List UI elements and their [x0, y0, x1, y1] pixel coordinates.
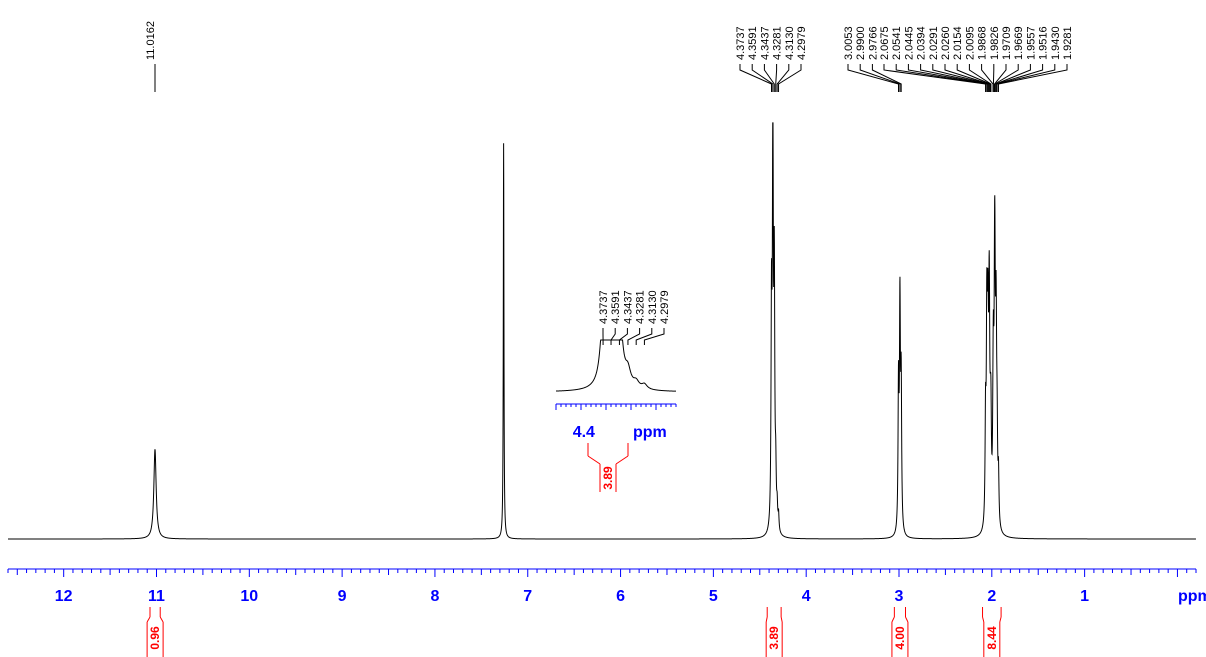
peak-label-connector — [763, 64, 775, 92]
x-tick-label: 1 — [1080, 588, 1089, 605]
inset-integral-value: 3.89 — [601, 466, 615, 490]
peak-label: 2.0394 — [916, 26, 928, 60]
x-tick-label: 6 — [616, 588, 625, 605]
x-tick-label: 7 — [523, 588, 532, 605]
peak-label: 2.0260 — [940, 26, 952, 60]
inset-peak-label: 4.3130 — [647, 290, 659, 324]
peak-label-connector — [968, 64, 992, 92]
peak-label-connector — [997, 64, 1068, 92]
inset-expansion: 4.4 ppm 4.3737 4.3591 4.3437 4.3281 4.3130 4.29… — [555, 290, 677, 492]
peak-label: 2.0095 — [964, 26, 976, 60]
peak-label: 2.9766 — [867, 26, 879, 60]
integral-bracket — [146, 607, 164, 657]
inset-x-axis-title: ppm — [633, 424, 667, 441]
inset-peak-label-connector — [635, 328, 653, 345]
inset-peak-label-connector — [610, 328, 616, 345]
peak-label: 4.2979 — [796, 26, 808, 60]
peak-label: 1.9709 — [1001, 26, 1013, 60]
peak-label: 1.9826 — [989, 26, 1001, 60]
peak-label-connector — [778, 64, 802, 92]
x-tick-label: 10 — [240, 588, 258, 605]
x-tick-label: 5 — [709, 588, 718, 605]
integral-value: 8.44 — [985, 626, 999, 650]
inset-spectrum-line — [555, 339, 676, 392]
peak-label: 3.0053 — [843, 26, 855, 60]
integral-bracket — [765, 607, 783, 657]
peak-label: 4.3737 — [735, 26, 747, 60]
main-spectrum-plot — [8, 122, 1196, 540]
inset-integral-bracket — [587, 443, 629, 492]
peak-label-connector — [994, 64, 1019, 92]
inset-peak-label: 4.3281 — [635, 290, 647, 324]
x-tick-label: 3 — [895, 588, 904, 605]
peak-label: 2.0445 — [903, 26, 915, 60]
peak-label-connector — [995, 64, 1044, 92]
integral-value: 3.89 — [767, 626, 781, 650]
inset-peak-label-connector — [618, 328, 628, 345]
peak-label: 1.9868 — [977, 26, 989, 60]
peak-label-connector — [895, 64, 988, 92]
x-tick-label: 4 — [802, 588, 811, 605]
peak-label: 4.3130 — [784, 26, 796, 60]
inset-x-tick-label: 4.4 — [573, 424, 595, 441]
x-tick-label: 11 — [148, 588, 165, 605]
x-axis: 12 11 10 9 8 7 6 5 4 3 2 1 ppm — [7, 568, 1206, 605]
peak-label-connector — [847, 64, 900, 92]
peak-label-connector — [883, 64, 987, 92]
peak-label: 1.9516 — [1038, 26, 1050, 60]
integral-value: 0.96 — [148, 626, 162, 650]
x-axis-title: ppm — [1178, 588, 1206, 605]
peak-label: 2.9900 — [855, 26, 867, 60]
x-tick-label: 8 — [430, 588, 439, 605]
peak-label-connector — [776, 64, 790, 92]
integral-bracket — [891, 607, 909, 657]
inset-peak-label-connector — [643, 328, 665, 345]
peak-label-connector — [956, 64, 991, 92]
inset-peak-label: 4.3591 — [610, 290, 622, 324]
peak-label-connector — [996, 64, 1056, 92]
inset-peak-label: 4.3737 — [598, 290, 610, 324]
peak-label: 1.9281 — [1062, 26, 1074, 60]
inset-peak-label: 4.3437 — [622, 290, 634, 324]
spectrum-line — [8, 122, 1196, 540]
peak-label-connector — [859, 64, 901, 92]
peak-label-connector — [775, 64, 778, 92]
peak-label: 2.0541 — [891, 26, 903, 60]
peak-label: 2.0291 — [928, 26, 940, 60]
peak-label: 1.9669 — [1013, 26, 1025, 60]
peak-label-connector — [871, 64, 902, 92]
peak-label-groups: 11.0162 4.3737 4.3591 4.3437 4.3281 4.3130 4.2… — [145, 21, 1074, 92]
peak-label-connector — [920, 64, 989, 92]
peak-label-connector — [739, 64, 773, 92]
peak-label: 4.3591 — [747, 26, 759, 60]
x-tick-label: 9 — [338, 588, 347, 605]
peak-label: 11.0162 — [145, 21, 157, 60]
peak-label: 4.3281 — [772, 26, 784, 60]
peak-label: 1.9557 — [1025, 26, 1037, 60]
peak-label: 2.0675 — [879, 26, 891, 60]
peak-label: 2.0154 — [952, 26, 964, 60]
x-tick-label: 2 — [987, 588, 996, 605]
peak-label-connector — [751, 64, 774, 92]
inset-peak-label: 4.2979 — [659, 290, 671, 324]
integral-value: 4.00 — [893, 626, 907, 650]
inset-peak-label-connector — [627, 328, 641, 345]
peak-label-connector — [944, 64, 990, 92]
x-tick-label: 12 — [55, 588, 73, 605]
integral-bracket — [982, 607, 1002, 657]
peak-label: 4.3437 — [759, 26, 771, 60]
peak-label-connector — [995, 64, 1031, 92]
integral-markers: 0.96 3.89 4.00 8.44 — [146, 607, 1002, 657]
peak-label: 1.9430 — [1050, 26, 1062, 60]
